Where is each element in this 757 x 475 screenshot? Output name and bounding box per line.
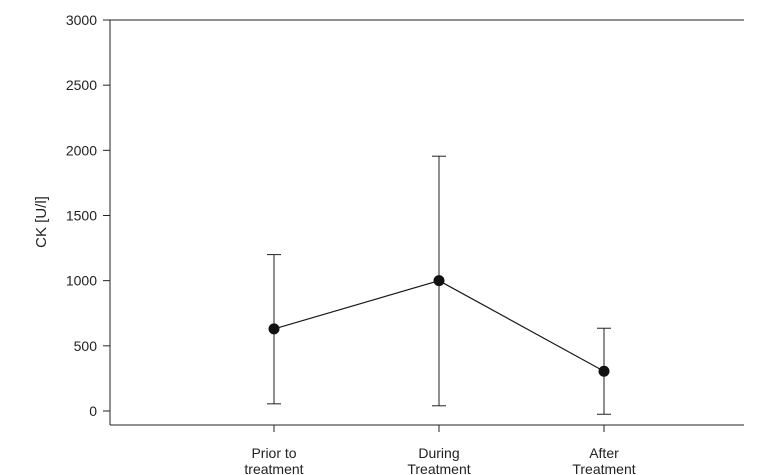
x-tick-label: After Treatment	[572, 445, 635, 475]
plot-area	[267, 155, 611, 415]
y-tick-label: 2500	[66, 77, 97, 93]
x-tick-label: During Treatment	[407, 445, 470, 475]
y-tick-label: 3000	[66, 12, 97, 28]
data-point	[433, 275, 445, 287]
y-tick-label: 500	[74, 338, 98, 354]
data-point	[598, 365, 610, 377]
y-ticks: 0 500 1000 1500 2000 2500 3000	[66, 12, 110, 419]
axes	[109, 19, 744, 426]
y-tick-label: 1500	[66, 208, 97, 224]
y-axis-label: CK [U/l]	[33, 196, 50, 248]
x-ticks: Prior to treatment During Treatment After Tre…	[244, 425, 636, 475]
y-tick-label: 2000	[66, 142, 97, 158]
data-point	[268, 323, 280, 335]
x-tick-label: Prior to treatment	[244, 445, 303, 475]
y-tick-label: 1000	[66, 273, 97, 289]
y-tick-label: 0	[89, 403, 97, 419]
